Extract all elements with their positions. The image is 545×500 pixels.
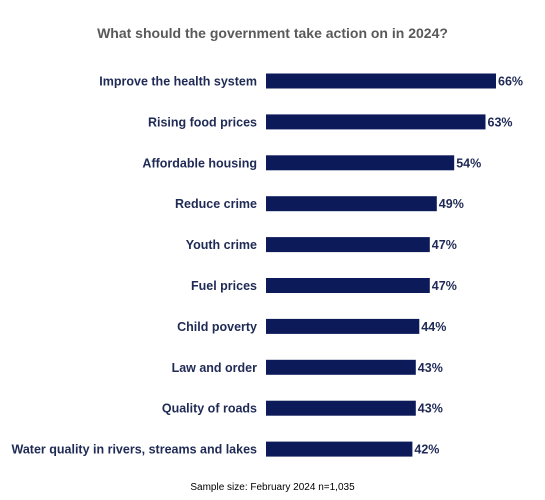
value-label-4: 49% (439, 197, 464, 211)
bar-5 (266, 237, 430, 253)
chart-title: What should the government take action o… (97, 25, 448, 41)
bar-1 (266, 73, 496, 89)
bar-2 (266, 114, 486, 130)
value-label-1: 66% (498, 75, 523, 89)
category-label-7: Child poverty (177, 320, 257, 334)
value-label-9: 43% (418, 402, 443, 416)
value-label-7: 44% (421, 320, 446, 334)
bar-3 (266, 155, 455, 171)
category-label-1: Improve the health system (99, 75, 257, 89)
value-label-8: 43% (418, 361, 443, 375)
category-label-10: Water quality in rivers, streams and lak… (12, 443, 258, 457)
category-label-5: Youth crime (186, 238, 257, 252)
chart-footnote: Sample size: February 2024 n=1,035 (190, 482, 355, 493)
category-label-9: Quality of roads (162, 402, 257, 416)
bar-6 (266, 278, 430, 293)
value-label-10: 42% (414, 443, 439, 457)
category-label-6: Fuel prices (191, 279, 257, 293)
bar-10 (266, 441, 413, 457)
category-label-2: Rising food prices (148, 115, 257, 129)
bar-7 (266, 318, 420, 334)
value-label-5: 47% (432, 238, 457, 252)
bar-8 (266, 359, 416, 375)
value-label-3: 54% (456, 156, 481, 170)
category-label-8: Law and order (172, 361, 258, 375)
value-label-6: 47% (432, 279, 457, 293)
category-label-4: Reduce crime (175, 197, 257, 211)
category-label-3: Affordable housing (142, 156, 257, 170)
bar-9 (266, 400, 416, 416)
bar-4 (266, 196, 437, 212)
value-label-2: 63% (488, 115, 513, 129)
